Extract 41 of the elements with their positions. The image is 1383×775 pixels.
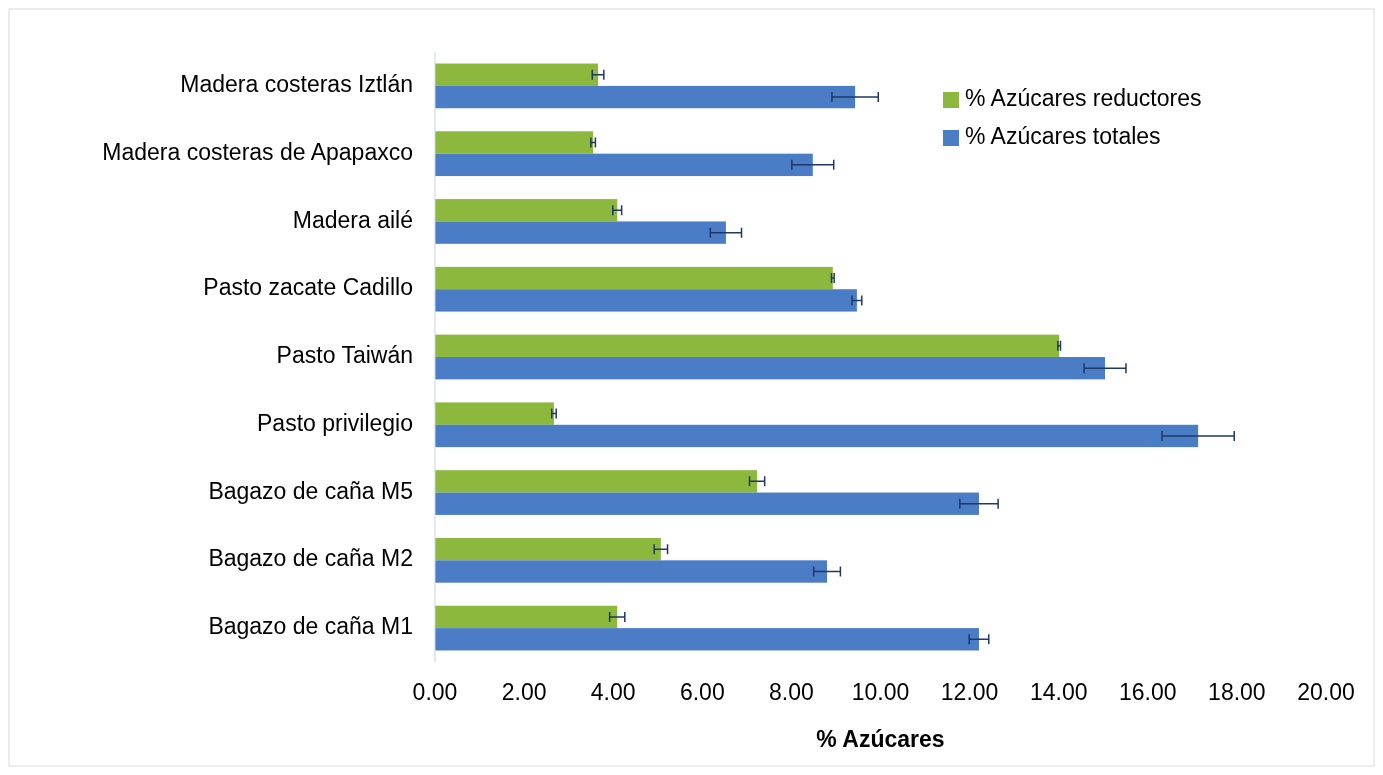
y-tick-label: Bagazo de caña M5 [208, 477, 413, 504]
bar [435, 605, 618, 629]
y-tick-label: Madera costeras Iztlán [180, 70, 413, 97]
bar [435, 560, 828, 583]
bar [435, 289, 857, 312]
bar [435, 628, 979, 651]
x-tick-label: 10.00 [851, 679, 910, 705]
y-tick-label: Madera ailé [292, 206, 413, 233]
y-tick-label: Pasto Taiwán [276, 342, 413, 369]
legend-label: % Azúcares reductores [965, 85, 1202, 112]
x-tick-label: 12.00 [940, 679, 999, 705]
bar [435, 470, 758, 493]
bar [435, 492, 979, 515]
x-tick-label: 0.00 [412, 679, 458, 705]
bar [435, 402, 554, 425]
bar [435, 199, 618, 222]
bar [435, 424, 1199, 448]
y-tick-label: Bagazo de caña M1 [208, 613, 413, 640]
bar [435, 537, 661, 561]
bar [435, 266, 833, 290]
x-tick-label: 6.00 [679, 679, 725, 705]
bar [435, 85, 856, 109]
x-tick-label: 4.00 [590, 679, 636, 705]
legend-label: % Azúcares totales [965, 123, 1161, 150]
bar [435, 131, 594, 154]
bar [435, 334, 1060, 357]
y-tick-label: Pasto privilegio [257, 409, 413, 436]
x-tick-label: 8.00 [769, 679, 814, 705]
y-tick-label: Madera costeras de Apapaxco [102, 138, 413, 165]
x-tick-label: 14.00 [1029, 679, 1088, 705]
bar [435, 357, 1106, 380]
bar [435, 63, 599, 86]
x-tick-label: 18.00 [1208, 679, 1266, 705]
y-tick-label: Bagazo de caña M2 [208, 545, 413, 572]
x-tick-label: 20.00 [1297, 679, 1355, 705]
x-tick-label: 2.00 [501, 679, 547, 705]
bar [435, 153, 813, 177]
x-axis-title: % Azúcares [816, 726, 945, 752]
x-tick-label: 16.00 [1119, 679, 1177, 705]
y-tick-label: Pasto zacate Cadillo [203, 274, 413, 301]
bar [435, 221, 726, 244]
